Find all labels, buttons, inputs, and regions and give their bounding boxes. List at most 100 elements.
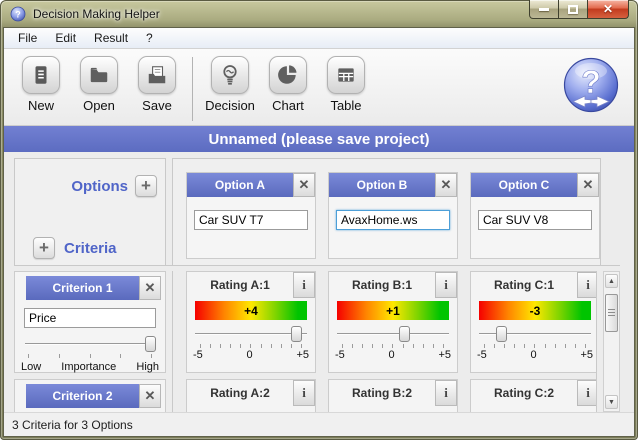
criterion-1-header: Criterion 1 [26, 276, 139, 300]
options-region: Option A ✕ Option B ✕ [172, 158, 601, 265]
save-icon [138, 56, 176, 94]
scale-low-label: Low [21, 361, 42, 373]
scroll-down-button[interactable]: ▼ [605, 395, 618, 409]
option-card-a: Option A ✕ [186, 172, 316, 259]
delete-option-b-button[interactable]: ✕ [435, 173, 457, 197]
add-option-button[interactable]: + [135, 175, 157, 197]
rating-b1-info-button[interactable]: i [435, 272, 457, 298]
tick-mark [260, 344, 262, 348]
close-button[interactable]: ✕ [587, 0, 629, 19]
slider-thumb[interactable] [144, 336, 156, 352]
option-c-header-row: Option C ✕ [471, 173, 599, 197]
tick-mark [584, 344, 586, 348]
importance-scale: Low Importance High [21, 361, 159, 373]
rating-b2-card: Rating B:2 i [328, 379, 458, 412]
decision-button[interactable]: Decision [203, 56, 257, 113]
slider-thumb[interactable] [399, 326, 411, 342]
scale-min-label: -5 [193, 349, 203, 361]
slider-ticks [484, 344, 586, 348]
ratings-region: Rating A:1 i +4 -5 0 [172, 271, 597, 412]
criterion-1-name-input[interactable] [24, 308, 156, 328]
tick-mark [220, 344, 222, 348]
help-logo[interactable]: ? [561, 56, 621, 116]
tick-mark [230, 344, 232, 348]
option-c-name-input[interactable] [478, 210, 592, 230]
rating-b1-slider[interactable] [337, 326, 449, 342]
open-button-label: Open [83, 98, 115, 113]
option-a-header-row: Option A ✕ [187, 173, 315, 197]
tick-mark [280, 344, 282, 348]
slider-track[interactable] [195, 333, 307, 335]
add-criterion-button[interactable]: + [33, 237, 55, 259]
rating-c1-slider[interactable] [479, 326, 591, 342]
menu-result[interactable]: Result [94, 31, 129, 45]
scrollbar-thumb[interactable] [605, 294, 618, 332]
tick-mark [250, 344, 252, 348]
rating-b2-header-row: Rating B:2 i [329, 380, 457, 406]
menu-file[interactable]: File [18, 31, 38, 45]
vertical-scrollbar[interactable]: ▲ ▼ [603, 271, 620, 412]
open-folder-icon [80, 56, 118, 94]
delete-criterion-2-button[interactable]: ✕ [139, 384, 161, 408]
new-document-icon [22, 56, 60, 94]
rating-a2-card: Rating A:2 i [186, 379, 316, 412]
table-button[interactable]: Table [319, 56, 373, 113]
delete-option-c-button[interactable]: ✕ [577, 173, 599, 197]
rating-b1-value: +1 [386, 303, 400, 318]
slider-thumb[interactable] [290, 326, 302, 342]
minimize-button[interactable] [529, 0, 559, 19]
tick-mark [382, 344, 384, 348]
tick-mark [402, 344, 404, 348]
rating-b2-info-button[interactable]: i [435, 380, 457, 406]
delete-criterion-1-button[interactable]: ✕ [139, 276, 161, 300]
slider-track[interactable] [337, 333, 449, 335]
close-icon: ✕ [602, 2, 614, 16]
save-button[interactable]: Save [130, 56, 184, 113]
criteria-column: Criterion 1 ✕ Low Importance High [14, 271, 166, 412]
table-button-label: Table [330, 98, 362, 113]
menu-edit[interactable]: Edit [55, 31, 77, 45]
chart-button[interactable]: Chart [261, 56, 315, 113]
maximize-button[interactable] [559, 0, 587, 19]
chart-button-label: Chart [272, 98, 304, 113]
rating-c2-info-button[interactable]: i [577, 380, 596, 406]
rating-c1-info-button[interactable]: i [577, 272, 596, 298]
importance-slider[interactable] [25, 336, 156, 352]
tick-mark [58, 354, 60, 358]
rating-a1-slider[interactable] [195, 326, 307, 342]
pie-chart-icon [269, 56, 307, 94]
option-b-name-input[interactable] [336, 210, 450, 230]
delete-option-a-button[interactable]: ✕ [293, 173, 315, 197]
main-area: Options + + Criteria Option A ✕ [4, 152, 634, 412]
scale-max-label: +5 [438, 349, 451, 361]
criteria-label: Criteria [64, 239, 117, 257]
tick-mark [554, 344, 556, 348]
option-a-name-input[interactable] [194, 210, 308, 230]
slider-track[interactable] [479, 333, 591, 335]
slider-ticks [342, 344, 444, 348]
status-bar: 3 Criteria for 3 Options [4, 412, 634, 436]
open-button[interactable]: Open [72, 56, 126, 113]
rating-a1-title: Rating A:1 [210, 278, 270, 292]
rating-a1-value: +4 [244, 303, 258, 318]
rating-a1-gradient-bar: +4 [195, 301, 307, 320]
tick-mark [362, 344, 364, 348]
rating-b1-title: Rating B:1 [352, 278, 412, 292]
rating-c2-title: Rating C:2 [494, 386, 554, 400]
rating-b2-title: Rating B:2 [352, 386, 412, 400]
tick-mark [151, 354, 152, 358]
app-icon: ? [10, 6, 26, 22]
option-b-header: Option B [329, 173, 435, 197]
new-button[interactable]: New [14, 56, 68, 113]
rating-a1-card: Rating A:1 i +4 -5 0 [186, 271, 316, 373]
title-bar: ? Decision Making Helper ✕ [0, 0, 638, 28]
menu-help[interactable]: ? [146, 31, 153, 45]
slider-track[interactable] [25, 343, 155, 345]
rating-a1-info-button[interactable]: i [293, 272, 315, 298]
scroll-up-button[interactable]: ▲ [605, 274, 618, 288]
slider-thumb[interactable] [496, 326, 508, 342]
tick-mark [564, 344, 566, 348]
rating-a2-info-button[interactable]: i [293, 380, 315, 406]
scale-zero-label: 0 [246, 349, 253, 361]
